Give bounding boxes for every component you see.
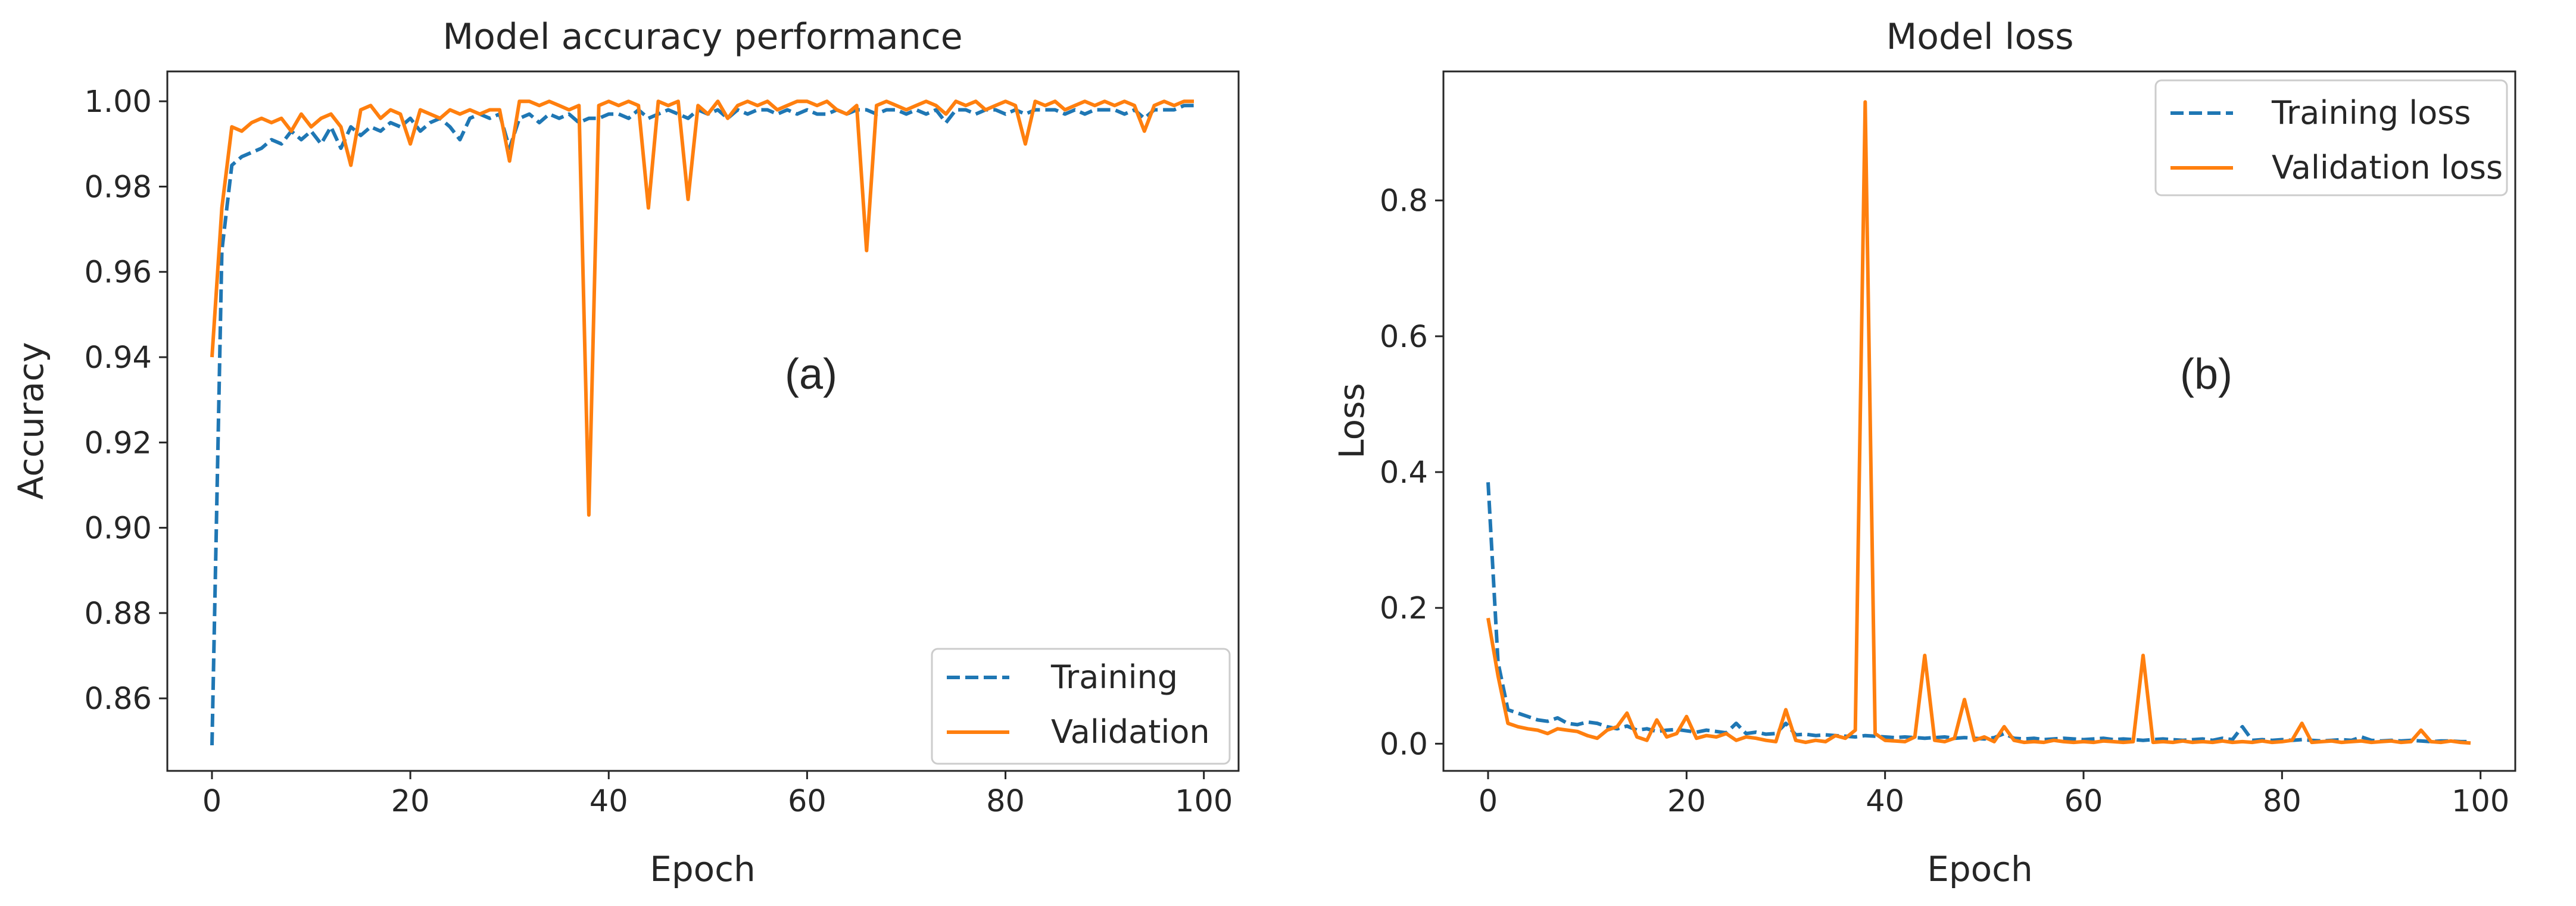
accuracy-chart-title: Model accuracy performance xyxy=(442,16,962,58)
accuracy-y-tick-label: 0.94 xyxy=(84,340,152,376)
accuracy-x-axis-title: Epoch xyxy=(650,849,756,889)
loss-x-tick-label: 60 xyxy=(2064,784,2103,819)
legend-label-training-loss: Training loss xyxy=(2271,94,2471,132)
accuracy-x-tick-label: 0 xyxy=(202,784,222,819)
loss-legend-box xyxy=(2154,79,2508,196)
accuracy-y-tick-label: 0.86 xyxy=(84,682,152,717)
loss-x-tick-label: 20 xyxy=(1667,784,1706,819)
loss-y-tick-label: 0.6 xyxy=(1380,320,1428,355)
accuracy-y-axis-title: Accuracy xyxy=(11,342,51,500)
accuracy-plot-frame xyxy=(166,70,1240,772)
accuracy-legend: Training Validation xyxy=(931,648,1231,765)
accuracy-y-tick-label: 0.96 xyxy=(84,255,152,290)
loss-series-validation-loss-line xyxy=(1486,100,2471,745)
accuracy-y-tick-label: 1.00 xyxy=(84,85,152,120)
legend-label-training: Training xyxy=(1050,658,1178,696)
legend-label-validation: Validation xyxy=(1051,713,1210,751)
loss-x-tick-label: 0 xyxy=(1479,784,1498,819)
accuracy-x-tick-label: 40 xyxy=(590,784,628,819)
loss-y-tick-label: 0.2 xyxy=(1380,591,1428,626)
loss-legend: Training loss Validation loss xyxy=(2154,79,2508,196)
legend-label-validation-loss: Validation loss xyxy=(2272,149,2503,186)
loss-chart: Model loss 0 20 40 60 80 100 0.0 0.2 0.4 0.6 0.8 (… xyxy=(1331,16,2516,889)
loss-y-tick-label: 0.0 xyxy=(1380,727,1428,762)
loss-y-tick-label: 0.4 xyxy=(1380,455,1428,491)
loss-y-tick-label: 0.8 xyxy=(1380,184,1428,219)
loss-annotation: (b) xyxy=(2180,351,2232,398)
loss-x-axis-title: Epoch xyxy=(1927,849,2033,889)
loss-x-tick-label: 40 xyxy=(1866,784,1904,819)
accuracy-chart: Model accuracy performance 0 20 40 60 80 100 0… xyxy=(11,16,1240,889)
accuracy-x-tick-label: 80 xyxy=(986,784,1025,819)
accuracy-x-tick-label: 100 xyxy=(1175,784,1233,819)
accuracy-series-validation-line xyxy=(210,99,1194,517)
accuracy-y-tick-label: 0.98 xyxy=(84,170,152,205)
accuracy-x-tick-label: 20 xyxy=(391,784,430,819)
accuracy-y-tick-label: 0.92 xyxy=(84,426,152,461)
loss-y-axis-title: Loss xyxy=(1331,383,1372,458)
accuracy-y-tick-label: 0.90 xyxy=(84,511,152,546)
loss-plot-frame xyxy=(1442,70,2516,772)
accuracy-y-tick-label: 0.88 xyxy=(84,596,152,632)
accuracy-annotation: (a) xyxy=(785,351,837,398)
loss-x-tick-label: 100 xyxy=(2452,784,2509,819)
loss-chart-title: Model loss xyxy=(1886,16,2073,58)
loss-x-tick-label: 80 xyxy=(2263,784,2301,819)
accuracy-x-tick-label: 60 xyxy=(788,784,827,819)
